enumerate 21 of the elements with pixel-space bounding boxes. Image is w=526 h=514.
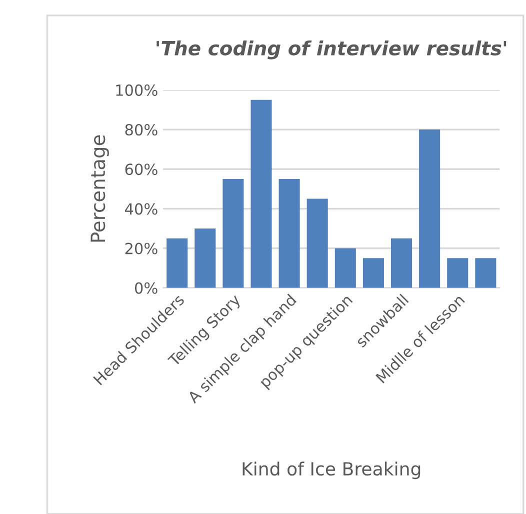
bar: [222, 179, 244, 288]
y-tick-label: 80%: [125, 124, 158, 136]
bar: [390, 238, 412, 288]
y-tick-label: 60%: [125, 164, 158, 176]
y-axis-title: Percentage: [90, 135, 109, 242]
bar: [166, 238, 188, 288]
y-tick-label: 40%: [124, 203, 158, 215]
y-tick-label: 20%: [125, 242, 158, 254]
bar: [334, 248, 356, 288]
y-tick-label: 100%: [116, 84, 158, 96]
chart-title: 'The coding of interview results': [156, 40, 506, 60]
bar: [194, 228, 216, 288]
y-tick-label: 0%: [134, 282, 158, 294]
x-axis-title: Kind of Ice Breaking: [242, 462, 420, 480]
bar: [278, 179, 300, 288]
bar: [362, 258, 384, 288]
bar: [306, 198, 328, 288]
bar: [475, 258, 496, 288]
bar: [250, 100, 272, 288]
bar: [447, 258, 468, 288]
bar: [419, 130, 440, 288]
